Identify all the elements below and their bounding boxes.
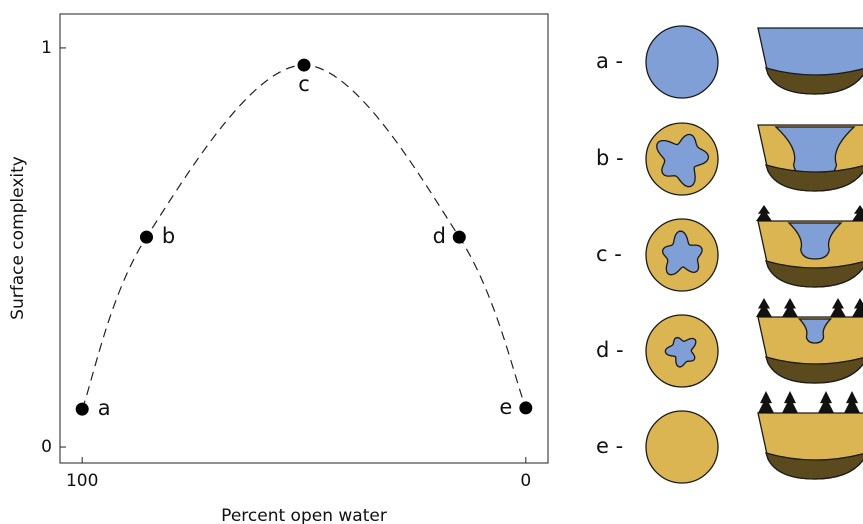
tree [852,298,863,317]
plan-view [646,26,718,98]
tree [830,298,846,317]
point-label: e [499,395,512,419]
tree [758,391,774,413]
tree [844,391,860,413]
plan-view [646,411,718,483]
point-label: b [162,224,175,248]
diagram-panel: a - b - c - d - e - [596,26,863,483]
row-label: a - [596,49,623,73]
row-label: b - [596,146,624,170]
data-point [298,59,311,72]
data-point [453,231,466,244]
x-axis-label: Percent open water [221,506,387,524]
tree [782,391,798,413]
x-tick-label: 0 [520,471,531,491]
tree [852,205,863,221]
y-tick-label: 1 [41,38,52,58]
point-label: c [298,72,310,96]
tree [756,205,772,221]
tree [782,298,798,317]
y-tick-label: 0 [41,437,52,457]
row-label: e - [596,434,623,458]
data-point [140,231,153,244]
tree [818,391,834,413]
point-label: d [433,224,446,248]
tree [756,298,772,317]
figure: Percent open water Surface complexity a … [0,0,863,524]
data-point [76,403,89,416]
row-label: d - [596,338,624,362]
y-axis-label: Surface complexity [8,156,28,320]
data-point [519,401,532,414]
row-label: c - [596,242,622,266]
point-label: a [98,396,111,420]
x-tick-label: 100 [66,471,98,491]
